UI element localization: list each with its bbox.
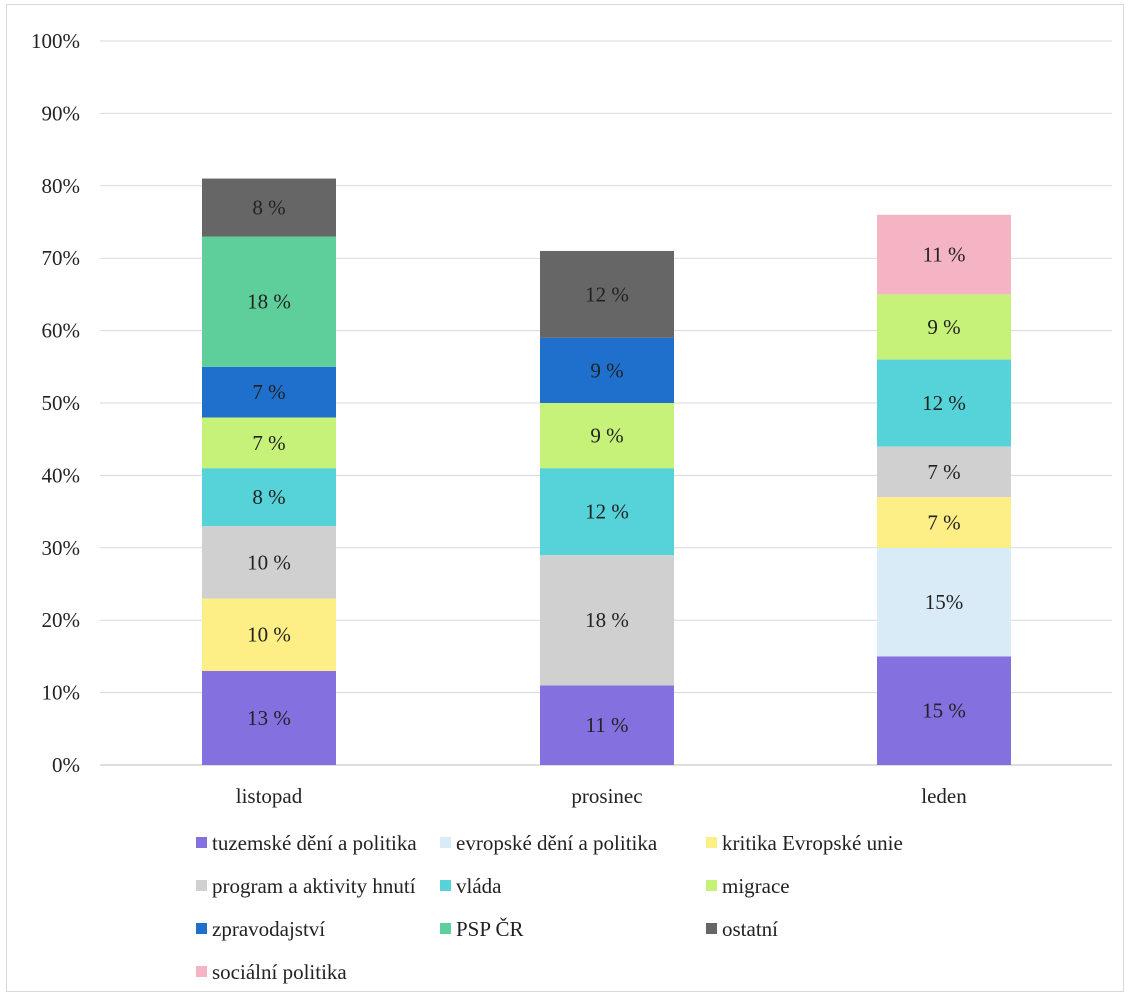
legend-item: sociální politika [196,960,347,984]
data-label: 8 % [252,196,285,220]
data-label: 12 % [922,391,966,415]
legend-swatch [196,880,207,891]
legend-swatch [196,837,207,848]
legend-item: zpravodajství [196,917,325,941]
data-label: 13 % [247,706,291,730]
data-label: 12 % [585,282,629,306]
data-label: 7 % [252,431,285,455]
legend-swatch [196,966,207,977]
data-label: 10 % [247,550,291,574]
legend-item: tuzemské dění a politika [196,831,417,855]
y-tick-label: 20% [42,608,81,632]
bar-segment [202,598,336,671]
legend-label: evropské dění a politika [456,831,658,855]
bar-segment [540,337,674,403]
data-label: 15 % [922,699,966,723]
legend-item: migrace [706,874,790,898]
bar-segment [877,294,1011,360]
legend-swatch [196,923,207,934]
legend-label: tuzemské dění a politika [212,831,417,855]
legend-label: program a aktivity hnutí [212,874,416,898]
bar-segment [877,656,1011,765]
data-label: 9 % [927,315,960,339]
data-label: 8 % [252,485,285,509]
bar-segment [202,236,336,367]
bar-segment [202,526,336,599]
bar-segment [202,417,336,469]
data-label: 18 % [585,608,629,632]
data-label: 18 % [247,290,291,314]
legend-item: kritika Evropské unie [706,831,903,855]
x-category-label: leden [921,784,967,808]
data-label: 11 % [586,713,629,737]
data-label: 11 % [923,243,966,267]
data-label: 7 % [927,510,960,534]
y-tick-label: 100% [31,29,80,53]
bar-segment [202,178,336,237]
bar-segment [877,497,1011,548]
bar-segment [540,403,674,469]
legend-label: zpravodajství [212,917,325,941]
legend-label: vláda [456,874,502,898]
y-tick-label: 90% [42,101,81,125]
bar-segment [202,366,336,418]
legend-label: ostatní [722,917,778,941]
data-label: 9 % [590,358,623,382]
bars: 13 % 10 % 10 % 8 % 7 % 7 % 18 % 8 % 11 % 18 % 12 %… [202,178,1011,765]
legend-label: PSP ČR [456,917,524,941]
legend-label: kritika Evropské unie [722,831,903,855]
legend-item: program a aktivity hnutí [196,874,416,898]
y-axis-ticks: 0% 10% 20% 30% 40% 50% 60% 70% 80% 90% 100% [31,29,80,777]
data-label: 12 % [585,500,629,524]
bar-segment [877,446,1011,498]
x-axis-categories: listopad prosinec leden [236,784,967,808]
legend-swatch [706,923,717,934]
legend-item: vláda [440,874,502,898]
bar-segment [540,685,674,765]
bar-segment [877,214,1011,295]
x-category-label: prosinec [571,784,642,808]
y-tick-label: 60% [42,319,81,343]
legend-item: PSP ČR [440,917,524,941]
bar-segment [540,468,674,556]
y-tick-label: 50% [42,391,81,415]
legend-label: migrace [722,874,790,898]
legend-swatch [440,923,451,934]
y-tick-label: 10% [42,681,81,705]
bar-segment [540,250,674,338]
legend: tuzemské dění a politika evropské dění a … [196,831,903,984]
y-tick-label: 40% [42,463,81,487]
legend-swatch [440,880,451,891]
legend-swatch [440,837,451,848]
y-tick-label: 70% [42,246,81,270]
bar-segment [877,547,1011,657]
y-tick-label: 80% [42,174,81,198]
data-label: 7 % [252,380,285,404]
legend-swatch [706,837,717,848]
legend-item: ostatní [706,917,778,941]
bar-segment [540,555,674,686]
legend-item: evropské dění a politika [440,831,658,855]
data-label: 15% [925,590,964,614]
legend-label: sociální politika [212,960,347,984]
data-label: 10 % [247,623,291,647]
legend-swatch [706,880,717,891]
y-tick-label: 30% [42,536,81,560]
bar-segment [202,468,336,527]
y-tick-label: 0% [52,753,80,777]
x-category-label: listopad [236,784,303,808]
data-label: 9 % [590,424,623,448]
bar-segment [877,359,1011,447]
bar-segment [202,670,336,765]
data-label: 7 % [927,460,960,484]
